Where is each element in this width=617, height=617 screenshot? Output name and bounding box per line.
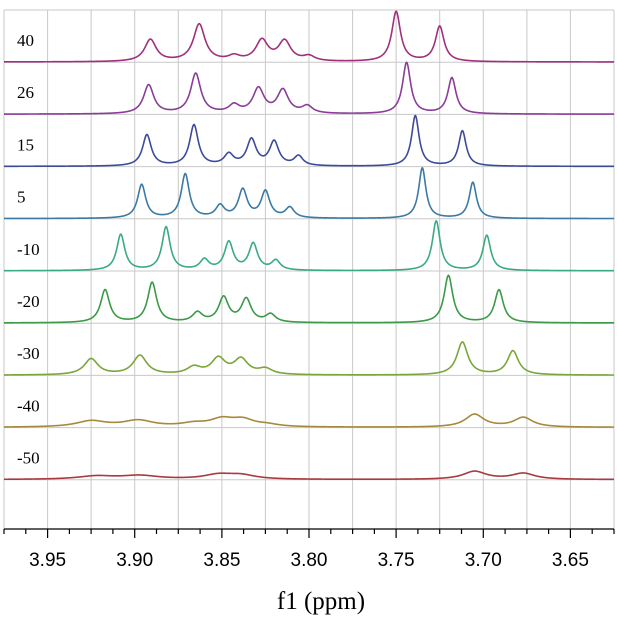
- x-tick-label: 3.65: [552, 550, 589, 571]
- temperature-label: 15: [17, 135, 34, 154]
- spectrum-line: [4, 470, 614, 481]
- x-tick-label: 3.90: [116, 550, 153, 571]
- temperature-label: -20: [17, 292, 40, 311]
- spectra: [3, 10, 615, 481]
- spectrum-line: [4, 341, 614, 376]
- temperature-label: 26: [17, 83, 34, 102]
- x-tick-label: 3.85: [203, 550, 240, 571]
- temperature-label: -40: [17, 396, 40, 415]
- spectrum-line: [4, 274, 614, 324]
- spectrum-line: [4, 114, 614, 168]
- temperature-label: 5: [17, 188, 26, 207]
- spectrum-line: [4, 167, 614, 220]
- x-axis: 3.95 3.90 3.85 3.80 3.75 3.70 3.65: [3, 528, 615, 571]
- temperature-label: -30: [17, 344, 40, 363]
- x-axis-title: f1 (ppm): [277, 588, 365, 615]
- temperature-label: -50: [17, 449, 40, 468]
- spectrum-line: [4, 10, 614, 63]
- temperature-labels: 40 26 15 5 -10 -20 -30 -40 -50: [17, 31, 40, 468]
- x-tick-label: 3.95: [29, 550, 66, 571]
- temperature-label: -10: [17, 240, 40, 259]
- spectrum-line: [3, 413, 615, 428]
- x-tick-label: 3.75: [378, 550, 415, 571]
- x-tick-label: 3.80: [291, 550, 328, 571]
- temperature-label: 40: [17, 31, 34, 50]
- x-tick-label: 3.70: [465, 550, 502, 571]
- spectrum-line: [4, 220, 614, 272]
- spectrum-line: [4, 61, 614, 115]
